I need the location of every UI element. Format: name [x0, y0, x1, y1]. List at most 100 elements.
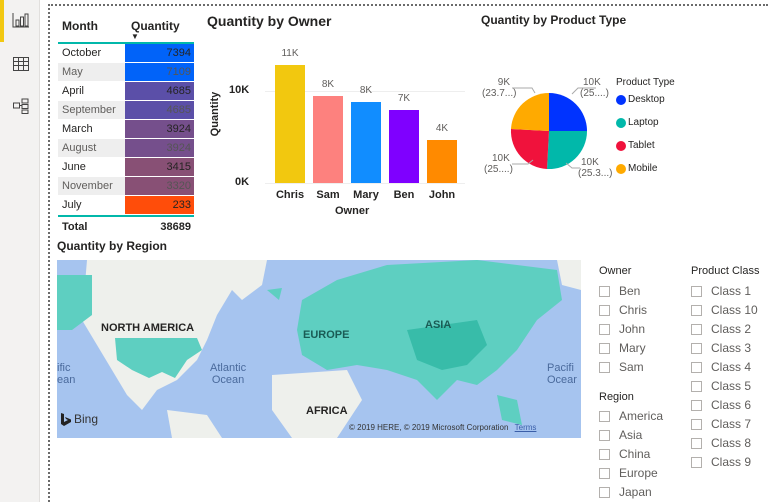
slicer-option-sam[interactable]: Sam — [599, 360, 644, 374]
checkbox[interactable] — [599, 342, 610, 354]
region-map[interactable]: NORTH AMERICA EUROPE ASIA AFRICA Atlanti… — [57, 260, 581, 438]
legend-dot-icon — [616, 117, 626, 128]
slicer-option-john[interactable]: John — [599, 322, 645, 336]
table-row[interactable]: June 3415 — [58, 158, 194, 177]
checkbox[interactable] — [691, 342, 702, 354]
checkbox[interactable] — [691, 304, 702, 316]
model-view-icon[interactable] — [12, 98, 30, 114]
slicer-option-class-9[interactable]: Class 9 — [691, 455, 751, 469]
pie-slice-mobile[interactable] — [511, 92, 549, 131]
slicer-option-class-6[interactable]: Class 6 — [691, 398, 751, 412]
checkbox[interactable] — [599, 448, 610, 460]
x-tick-mary: Mary — [353, 189, 379, 201]
active-view-indicator — [0, 0, 4, 42]
quantity-column-header[interactable]: Quantity — [131, 19, 180, 33]
pie-slice-laptop[interactable] — [547, 131, 588, 170]
terms-link[interactable]: Terms — [514, 423, 537, 432]
pie-label-mobile: 9K (23.7...) — [482, 77, 517, 99]
checkbox[interactable] — [599, 410, 610, 422]
table-row[interactable]: July 233 — [58, 196, 194, 215]
bar-john[interactable] — [427, 140, 457, 183]
month-cell: July — [62, 199, 82, 211]
owner-bar-chart[interactable]: Quantity 10K 0K 11K Chris 8K Sam 8K Mary 7K Ben… — [207, 13, 467, 223]
checkbox[interactable] — [691, 437, 702, 449]
slicer-option-chris[interactable]: Chris — [599, 303, 647, 317]
slicer-option-europe[interactable]: Europe — [599, 466, 658, 480]
product-pie-chart[interactable]: 9K (23.7...) 10K (25....) 10K (25....) 10K(… — [470, 60, 768, 190]
bar-ben[interactable] — [389, 110, 419, 183]
legend-item-tablet[interactable]: Tablet — [616, 140, 655, 151]
checkbox[interactable] — [691, 418, 702, 430]
checkbox[interactable] — [599, 285, 610, 297]
slicer-option-class-2[interactable]: Class 2 — [691, 322, 751, 336]
month-quantity-table[interactable]: Month Quantity ▼ October 7394 May 7109 Apr… — [58, 14, 194, 235]
legend-item-laptop[interactable]: Laptop — [616, 117, 659, 128]
month-column-header[interactable]: Month — [62, 19, 98, 33]
slicer-option-ben[interactable]: Ben — [599, 284, 640, 298]
slicer-option-china[interactable]: China — [599, 447, 650, 461]
x-axis-label: Owner — [335, 205, 370, 217]
total-value: 38689 — [160, 221, 191, 233]
month-cell: October — [62, 47, 102, 59]
table-row[interactable]: August 3924 — [58, 139, 194, 158]
table-total-row: Total 38689 — [58, 215, 194, 235]
month-cell: November — [58, 177, 125, 195]
checkbox[interactable] — [691, 323, 702, 335]
label-pacific-right: Pacifi Ocear — [547, 362, 577, 386]
legend-item-mobile[interactable]: Mobile — [616, 163, 657, 174]
checkbox[interactable] — [691, 456, 702, 468]
legend-item-desktop[interactable]: Desktop — [616, 94, 665, 105]
bar-data-label: 7K — [397, 93, 411, 104]
slicer-option-class-8[interactable]: Class 8 — [691, 436, 751, 450]
bar-chris[interactable] — [275, 65, 305, 183]
slicer-option-america[interactable]: America — [599, 409, 663, 423]
label-europe: EUROPE — [303, 329, 350, 341]
label-africa: AFRICA — [306, 405, 348, 417]
table-row[interactable]: March 3924 — [58, 120, 194, 139]
map-title: Quantity by Region — [57, 239, 168, 253]
checkbox[interactable] — [599, 323, 610, 335]
label-north-america: NORTH AMERICA — [101, 322, 195, 334]
quantity-cell: 4685 — [125, 101, 194, 119]
slicer-option-asia[interactable]: Asia — [599, 428, 642, 442]
slicer-option-class-7[interactable]: Class 7 — [691, 417, 751, 431]
checkbox[interactable] — [599, 467, 610, 479]
table-row[interactable]: May 7109 — [58, 63, 194, 82]
slicer-option-class-5[interactable]: Class 5 — [691, 379, 751, 393]
owner-slicer-title: Owner — [599, 265, 632, 277]
slicer-option-mary[interactable]: Mary — [599, 341, 646, 355]
pie[interactable] — [508, 90, 590, 172]
bar-sam[interactable] — [313, 96, 343, 183]
pie-slice-tablet[interactable] — [510, 129, 549, 169]
checkbox[interactable] — [691, 361, 702, 373]
checkbox[interactable] — [599, 486, 610, 498]
table-row[interactable]: September 4685 — [58, 101, 194, 120]
checkbox[interactable] — [599, 429, 610, 441]
checkbox[interactable] — [691, 285, 702, 297]
bar-mary[interactable] — [351, 102, 381, 183]
table-row[interactable]: November 3320 — [58, 177, 194, 196]
label-atlantic-ocean: Atlantic Ocean — [210, 362, 247, 386]
legend-dot-icon — [616, 163, 626, 174]
checkbox[interactable] — [691, 380, 702, 392]
quantity-cell: 3924 — [125, 120, 194, 138]
slicer-option-class-1[interactable]: Class 1 — [691, 284, 751, 298]
checkbox[interactable] — [691, 399, 702, 411]
checkbox[interactable] — [599, 304, 610, 316]
quantity-cell: 3924 — [125, 139, 194, 157]
bing-logo: Bing — [61, 412, 98, 426]
data-view-icon[interactable] — [12, 56, 30, 72]
pie-slice-desktop[interactable] — [549, 93, 587, 131]
slicer-option-class-10[interactable]: Class 10 — [691, 303, 758, 317]
table-row[interactable]: October 7394 — [58, 44, 194, 63]
report-view-icon[interactable] — [12, 12, 30, 28]
slicer-option-class-4[interactable]: Class 4 — [691, 360, 751, 374]
month-cell: May — [58, 63, 125, 81]
checkbox[interactable] — [599, 361, 610, 373]
quantity-cell: 3320 — [125, 177, 194, 195]
table-header: Month Quantity ▼ — [58, 14, 194, 44]
baseline — [265, 183, 465, 184]
slicer-option-japan[interactable]: Japan — [599, 485, 652, 499]
table-row[interactable]: April 4685 — [58, 82, 194, 101]
slicer-option-class-3[interactable]: Class 3 — [691, 341, 751, 355]
